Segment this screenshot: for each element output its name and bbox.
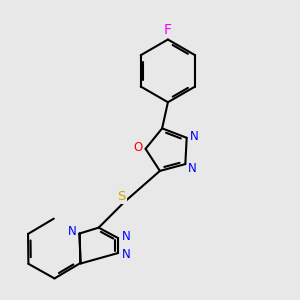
Text: S: S [118, 190, 126, 203]
Text: N: N [68, 225, 77, 238]
Text: N: N [122, 230, 130, 243]
Text: F: F [164, 23, 172, 37]
Text: N: N [188, 162, 196, 175]
Text: N: N [190, 130, 199, 143]
Text: N: N [122, 248, 130, 261]
Text: O: O [134, 141, 143, 154]
